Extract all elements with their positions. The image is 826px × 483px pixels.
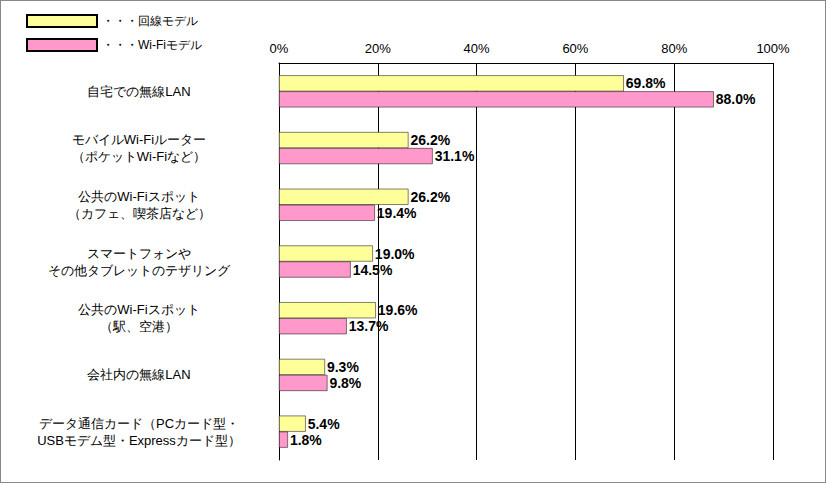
svg-text:80%: 80% bbox=[661, 41, 687, 56]
svg-text:USBモデム型・Expressカード型）: USBモデム型・Expressカード型） bbox=[37, 433, 241, 448]
svg-text:60%: 60% bbox=[562, 41, 588, 56]
svg-text:100%: 100% bbox=[756, 41, 790, 56]
svg-text:14.5%: 14.5% bbox=[353, 262, 393, 278]
svg-text:13.7%: 13.7% bbox=[349, 318, 389, 334]
svg-text:その他タブレットのテザリング: その他タブレットのテザリング bbox=[48, 263, 231, 278]
svg-text:9.8%: 9.8% bbox=[329, 375, 361, 391]
svg-text:40%: 40% bbox=[464, 41, 490, 56]
svg-text:（駅、空港）: （駅、空港） bbox=[100, 319, 178, 334]
svg-text:スマートフォンや: スマートフォンや bbox=[87, 246, 191, 261]
svg-text:9.3%: 9.3% bbox=[327, 359, 359, 375]
svg-text:69.8%: 69.8% bbox=[626, 75, 666, 91]
svg-text:（ポケットWi-Fiなど）: （ポケットWi-Fiなど） bbox=[72, 149, 206, 164]
svg-text:19.0%: 19.0% bbox=[375, 246, 415, 262]
svg-text:20%: 20% bbox=[365, 41, 391, 56]
svg-text:26.2%: 26.2% bbox=[410, 189, 450, 205]
svg-text:31.1%: 31.1% bbox=[435, 148, 475, 164]
svg-text:・・・Wi-Fiモデル: ・・・Wi-Fiモデル bbox=[102, 38, 202, 52]
svg-text:公共のWi-Fiスポット: 公共のWi-Fiスポット bbox=[78, 302, 199, 317]
svg-text:0%: 0% bbox=[270, 41, 289, 56]
svg-text:データ通信カード（PCカード型・: データ通信カード（PCカード型・ bbox=[39, 416, 239, 431]
svg-text:モバイルWi-Fiルーター: モバイルWi-Fiルーター bbox=[72, 132, 206, 147]
svg-text:19.4%: 19.4% bbox=[377, 205, 417, 221]
svg-text:会社内の無線LAN: 会社内の無線LAN bbox=[87, 367, 190, 382]
svg-text:26.2%: 26.2% bbox=[410, 132, 450, 148]
svg-text:（カフェ、喫茶店など）: （カフェ、喫茶店など） bbox=[68, 206, 211, 221]
svg-text:自宅での無線LAN: 自宅での無線LAN bbox=[87, 84, 190, 99]
svg-text:公共のWi-Fiスポット: 公共のWi-Fiスポット bbox=[78, 189, 199, 204]
svg-text:88.0%: 88.0% bbox=[716, 91, 756, 107]
svg-text:5.4%: 5.4% bbox=[308, 416, 340, 432]
svg-text:1.8%: 1.8% bbox=[290, 432, 322, 448]
svg-text:・・・回線モデル: ・・・回線モデル bbox=[102, 14, 198, 28]
svg-text:19.6%: 19.6% bbox=[378, 302, 418, 318]
